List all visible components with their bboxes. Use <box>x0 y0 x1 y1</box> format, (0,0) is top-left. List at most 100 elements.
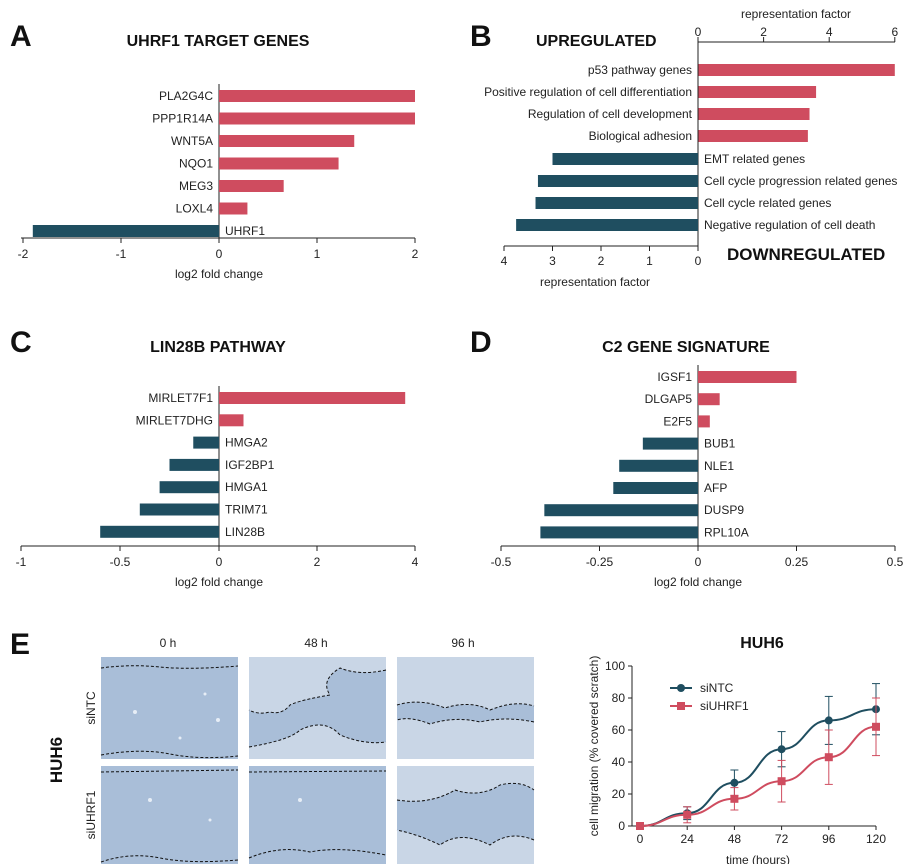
bar-label-down: Cell cycle progression related genes <box>704 174 897 188</box>
bar-mirlet7f1 <box>219 392 406 404</box>
bar-label-down: Negative regulation of cell death <box>704 218 875 232</box>
image-sintc-0h <box>100 657 239 759</box>
panel-letter-b: B <box>470 20 492 53</box>
bar-dusp9 <box>544 504 698 517</box>
point-siuhrf1 <box>683 810 692 819</box>
top-tick-label: 4 <box>826 25 833 39</box>
bar-hmga2 <box>193 436 219 449</box>
col-label-0h: 0 h <box>160 636 177 650</box>
panel-letter-a: A <box>10 20 32 53</box>
bar-hmga1 <box>159 481 219 494</box>
bar-label-down: EMT related genes <box>704 152 805 166</box>
bar-bub1 <box>642 437 698 450</box>
bottom-tick-label: 4 <box>501 254 508 268</box>
bar-dlgap5 <box>698 393 720 406</box>
image-siuhrf1-96h <box>396 766 535 864</box>
y-tick-label: 80 <box>612 691 626 705</box>
bottom-tick-label: 1 <box>646 254 653 268</box>
series-line-siuhrf1 <box>639 725 877 827</box>
row-group-label: HUH6 <box>47 737 66 783</box>
x-tick-label: -0.5 <box>110 555 131 569</box>
bar-trim71 <box>139 503 219 516</box>
top-tick-label: 0 <box>695 25 702 39</box>
panel-e-line-chart: 0 20 40 60 80 100 0 24 48 72 96 120 time (hours) siNT… <box>605 659 886 864</box>
panel-c-chart: MIRLET7F1 MIRLET7DHG HMGA2 IGF2BP1 HMGA1 TRIM… <box>16 386 419 589</box>
bar-up <box>698 86 817 98</box>
bar-meg3 <box>219 180 284 192</box>
point-siuhrf1 <box>777 777 786 786</box>
bar-mirlet7dhg <box>219 414 244 427</box>
y-tick-label: 20 <box>612 787 626 801</box>
y-tick-label: 60 <box>612 723 626 737</box>
legend-marker-sintc <box>677 684 685 692</box>
panel-b-top-axis-label: representation factor <box>741 7 851 21</box>
x-tick-label: -2 <box>18 247 29 261</box>
panel-letter-e: E <box>10 628 30 661</box>
point-sintc <box>777 745 786 754</box>
bar-igf2bp1 <box>169 458 219 471</box>
x-axis-title: log2 fold change <box>654 575 742 589</box>
bar-label: IGSF1 <box>657 370 692 384</box>
bar-label: AFP <box>704 481 727 495</box>
bar-label-up: Regulation of cell development <box>528 107 693 121</box>
bar-label: WNT5A <box>171 134 213 148</box>
x-tick-label: 120 <box>866 832 886 846</box>
panel-b-chart: 0 2 4 6 p53 pathway genes Positive regulation… <box>484 25 898 268</box>
bar-label: HMGA1 <box>225 480 268 494</box>
bar-label: BUB1 <box>704 437 736 451</box>
point-siuhrf1 <box>872 722 880 731</box>
panel-b-down-title: DOWNREGULATED <box>727 245 885 264</box>
x-tick-label: -1 <box>116 247 127 261</box>
bar-label: MIRLET7DHG <box>136 413 213 427</box>
x-tick-label: 0 <box>216 555 223 569</box>
bar-label: MIRLET7F1 <box>148 391 213 405</box>
panel-a-chart: PLA2G4C PPP1R14A WNT5A NQO1 MEG3 LOXL4 UHRF1 -2… <box>18 84 419 281</box>
bar-uhrf1 <box>32 225 219 237</box>
x-tick-label: 24 <box>681 832 695 846</box>
bar-down <box>516 219 698 231</box>
panel-letter-c: C <box>10 326 32 359</box>
y-tick-label: 100 <box>605 659 625 673</box>
y-tick-label: 0 <box>618 819 625 833</box>
bar-up <box>698 130 808 142</box>
x-tick-label: 48 <box>728 832 742 846</box>
panel-b-up-title: UPREGULATED <box>536 33 657 50</box>
legend-label-sintc: siNTC <box>700 681 734 695</box>
bar-e2f5 <box>698 415 710 428</box>
top-tick-label: 6 <box>891 25 898 39</box>
panel-e-ylabel: cell migration (% covered scratch) <box>587 656 601 837</box>
bar-label: DLGAP5 <box>645 392 693 406</box>
x-tick-label: 0 <box>637 832 644 846</box>
x-tick-label: 2 <box>314 555 321 569</box>
top-tick-label: 2 <box>760 25 767 39</box>
bar-up <box>698 64 895 76</box>
x-tick-label: -0.5 <box>491 555 512 569</box>
bar-label: PPP1R14A <box>152 112 213 126</box>
image-siuhrf1-0h <box>100 766 239 864</box>
x-tick-label: 0 <box>216 247 223 261</box>
panel-letter-d: D <box>470 326 492 359</box>
point-siuhrf1 <box>824 753 833 762</box>
bar-label: LIN28B <box>225 525 265 539</box>
panel-d-chart: IGSF1 DLGAP5 E2F5 BUB1 NLE1 AFP DUSP9 RPL10A -0.… <box>491 365 904 589</box>
bar-label: NQO1 <box>179 157 213 171</box>
y-tick-label: 40 <box>612 755 626 769</box>
bar-label: RPL10A <box>704 525 749 539</box>
point-sintc <box>730 778 739 787</box>
panel-c-title: LIN28B PATHWAY <box>150 339 286 356</box>
bar-lin28b <box>100 525 219 538</box>
bottom-tick-label: 0 <box>695 254 702 268</box>
bar-down <box>552 153 698 165</box>
point-siuhrf1 <box>730 794 739 803</box>
bar-label: MEG3 <box>179 179 213 193</box>
bar-nle1 <box>619 459 698 472</box>
x-tick-label: 72 <box>775 832 789 846</box>
bar-label: NLE1 <box>704 459 734 473</box>
panel-b-bottom-axis-label: representation factor <box>540 275 650 289</box>
row-label-sintc: siNTC <box>84 691 98 725</box>
x-axis-title: log2 fold change <box>175 575 263 589</box>
image-sintc-48h <box>248 657 387 759</box>
bar-label: TRIM71 <box>225 503 268 517</box>
col-label-96h: 96 h <box>451 636 474 650</box>
